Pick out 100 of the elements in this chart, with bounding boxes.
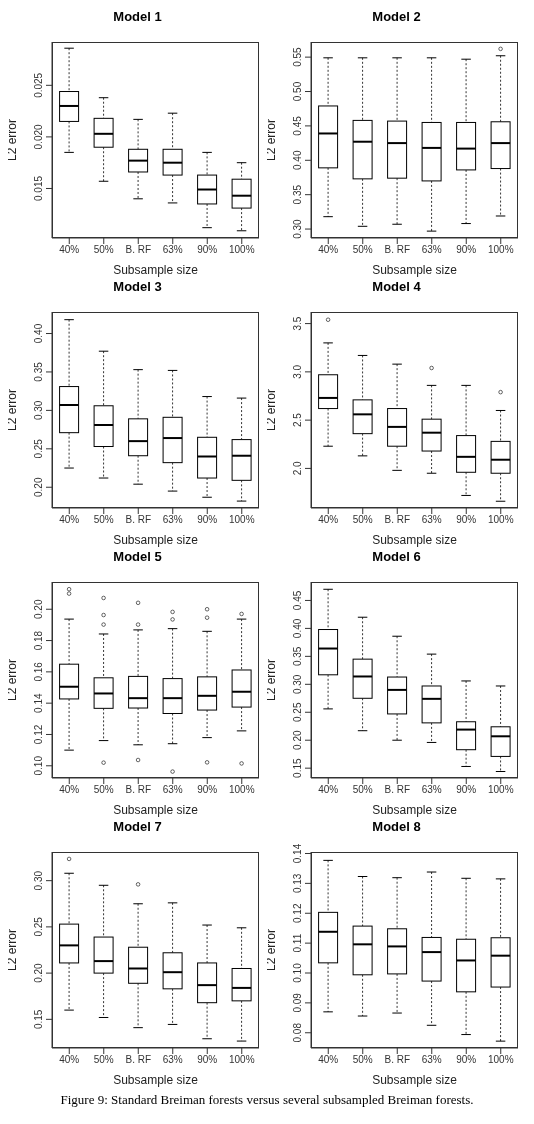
y-tick-label: 0.10 xyxy=(292,962,303,983)
y-axis-title: L2 error xyxy=(5,928,20,972)
caption: Figure 9: Standard Breiman forests versus several subsampled Breiman forests. xyxy=(59,1092,475,1108)
chart-title: Model 7 xyxy=(112,818,163,836)
x-tick-label: B. RF xyxy=(125,784,152,796)
y-tick-label: 0.20 xyxy=(33,477,44,497)
chart-title: Model 1 xyxy=(112,8,163,26)
x-tick-label: 63% xyxy=(162,244,183,256)
chart-title: Model 6 xyxy=(371,548,422,566)
y-tick-label: 0.10 xyxy=(33,755,44,776)
y-tick-label: 0.14 xyxy=(292,843,303,864)
x-tick-label: 90% xyxy=(456,1054,477,1066)
x-tick-label: 100% xyxy=(228,244,255,256)
x-tick-label: B. RF xyxy=(125,244,152,256)
x-axis-title: Subsample size xyxy=(113,533,199,547)
y-tick-label: 2.5 xyxy=(292,412,303,428)
chart-title: Model 3 xyxy=(112,278,163,296)
y-tick-label: 0.12 xyxy=(33,724,44,745)
y-axis-title: L2 error xyxy=(264,118,279,162)
x-tick-label: 40% xyxy=(318,514,339,526)
y-axis-title: L2 error xyxy=(264,928,279,972)
x-tick-label: 100% xyxy=(487,514,514,526)
y-tick-label: 0.25 xyxy=(33,916,44,937)
y-tick-label: 0.20 xyxy=(33,962,44,983)
y-tick-label: 0.35 xyxy=(292,646,303,667)
y-tick-label: 2.0 xyxy=(292,461,303,476)
y-tick-label: 0.015 xyxy=(33,175,44,201)
x-axis-title: Subsample size xyxy=(113,263,199,277)
x-tick-label: 50% xyxy=(93,244,114,256)
y-tick-label: 0.30 xyxy=(292,218,303,239)
y-axis-title: L2 error xyxy=(264,388,279,432)
x-axis-title: Subsample size xyxy=(372,803,458,817)
x-tick-label: 90% xyxy=(456,514,477,526)
x-axis-title: Subsample size xyxy=(113,1073,199,1087)
x-tick-label: 50% xyxy=(93,1054,114,1066)
x-tick-label: 63% xyxy=(162,784,183,796)
x-tick-label: B. RF xyxy=(125,514,152,526)
y-tick-label: 0.14 xyxy=(33,693,44,713)
x-tick-label: 50% xyxy=(352,514,373,526)
x-tick-label: 100% xyxy=(487,784,514,796)
x-tick-label: 40% xyxy=(59,514,80,526)
x-tick-label: 90% xyxy=(197,514,218,526)
x-tick-label: 90% xyxy=(197,1054,218,1066)
x-tick-label: B. RF xyxy=(384,514,411,526)
y-tick-label: 0.45 xyxy=(292,590,303,611)
x-tick-label: 63% xyxy=(421,244,442,256)
y-tick-label: 3.0 xyxy=(292,364,303,379)
x-axis-title: Subsample size xyxy=(372,533,458,547)
y-tick-label: 0.11 xyxy=(292,933,303,953)
x-tick-label: 40% xyxy=(318,784,339,796)
y-tick-label: 0.08 xyxy=(292,1022,303,1043)
x-tick-label: 63% xyxy=(162,1054,183,1066)
x-tick-label: 40% xyxy=(59,244,80,256)
y-tick-label: 0.15 xyxy=(33,1009,44,1030)
y-tick-label: 0.12 xyxy=(292,903,303,923)
y-tick-label: 0.16 xyxy=(33,661,44,682)
y-tick-label: 0.40 xyxy=(292,150,303,171)
x-tick-label: 100% xyxy=(228,514,255,526)
y-tick-label: 0.35 xyxy=(292,184,303,205)
x-tick-label: 63% xyxy=(162,514,183,526)
x-tick-label: 50% xyxy=(352,784,373,796)
x-tick-label: 40% xyxy=(318,244,339,256)
x-tick-label: B. RF xyxy=(384,244,411,256)
y-tick-label: 0.40 xyxy=(33,323,44,344)
y-axis-title: L2 error xyxy=(5,658,20,702)
y-tick-label: 0.09 xyxy=(292,992,303,1013)
x-tick-label: 90% xyxy=(456,244,477,256)
x-tick-label: 100% xyxy=(487,244,514,256)
x-tick-label: 63% xyxy=(421,1054,442,1066)
y-tick-label: 3.5 xyxy=(292,316,303,331)
x-tick-label: 100% xyxy=(228,1054,255,1066)
y-tick-label: 0.025 xyxy=(33,72,44,98)
y-tick-label: 0.20 xyxy=(33,599,44,619)
y-tick-label: 0.18 xyxy=(33,630,44,651)
chart-title: Model 4 xyxy=(371,278,422,296)
x-tick-label: B. RF xyxy=(384,1054,411,1066)
x-tick-label: 50% xyxy=(93,514,114,526)
y-tick-label: 0.25 xyxy=(292,702,303,722)
y-tick-label: 0.40 xyxy=(292,618,303,639)
y-tick-label: 0.30 xyxy=(33,400,44,421)
y-axis-title: L2 error xyxy=(5,388,20,432)
x-tick-label: B. RF xyxy=(384,784,411,796)
chart-title: Model 2 xyxy=(371,8,422,26)
y-tick-label: 0.13 xyxy=(292,873,303,894)
x-axis-title: Subsample size xyxy=(372,263,458,277)
x-tick-label: B. RF xyxy=(125,1054,152,1066)
x-tick-label: 50% xyxy=(93,784,114,796)
y-axis-title: L2 error xyxy=(264,658,279,702)
x-tick-label: 63% xyxy=(421,784,442,796)
x-tick-label: 100% xyxy=(487,1054,514,1066)
y-tick-label: 0.20 xyxy=(292,730,303,750)
y-tick-label: 0.020 xyxy=(33,123,44,150)
y-tick-label: 0.45 xyxy=(292,115,303,136)
x-axis-title: Subsample size xyxy=(113,803,199,817)
x-tick-label: 90% xyxy=(197,244,218,256)
y-tick-label: 0.30 xyxy=(33,870,44,891)
x-tick-label: 90% xyxy=(456,784,477,796)
x-tick-label: 90% xyxy=(197,784,218,796)
x-tick-label: 50% xyxy=(352,244,373,256)
chart-title: Model 5 xyxy=(112,548,163,566)
